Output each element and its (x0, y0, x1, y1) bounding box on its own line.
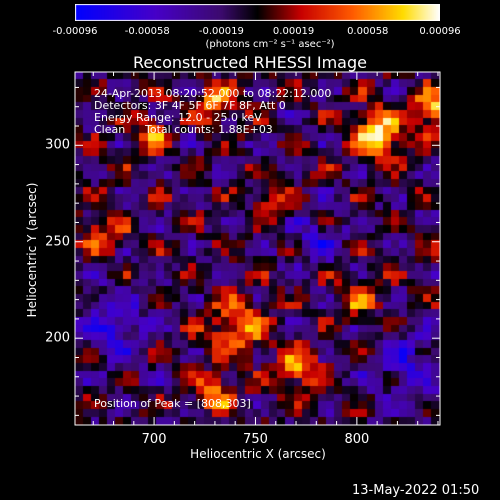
annotation-total-counts: Total counts: 1.88E+03 (145, 123, 273, 136)
heatmap-plot (75, 72, 440, 425)
y-tick-label: 250 (45, 234, 70, 250)
colorbar-tick-label: -0.00058 (124, 26, 170, 37)
y-axis-label: Heliocentric Y (arcsec) (25, 182, 39, 318)
chart-title: Reconstructed RHESSI Image (133, 53, 367, 72)
y-tick-label: 200 (45, 330, 70, 346)
annotation-time: 24-Apr-2013 08:20:52.000 to 08:22:12.000 (94, 87, 332, 100)
x-tick-label: 800 (344, 432, 370, 447)
x-tick-label: 750 (243, 432, 268, 447)
x-tick-label: 700 (141, 432, 167, 447)
annotation-clean: Clean (94, 123, 126, 136)
colorbar (75, 4, 440, 21)
colorbar-tick-label: -0.00019 (198, 26, 244, 37)
annotation-detectors: Detectors: 3F 4F 5F 6F 7F 8F, Att 0 (94, 99, 286, 112)
y-tick-label: 300 (45, 137, 70, 153)
x-axis-label: Heliocentric X (arcsec) (190, 447, 326, 461)
colorbar-tick-label: -0.00096 (52, 26, 98, 37)
annotation-energy: Energy Range: 12.0 - 25.0 keV (94, 111, 262, 124)
annotation-peak: Position of Peak = [808,303] (94, 397, 251, 410)
colorbar-tick-label: 0.00019 (272, 26, 315, 37)
colorbar-tick-label: 0.00058 (347, 26, 389, 37)
timestamp: 13-May-2022 01:50 (352, 483, 480, 498)
colorbar-unit: (photons cm⁻² s⁻¹ asec⁻²) (205, 39, 335, 50)
colorbar-tick-label: 0.00096 (419, 26, 461, 37)
